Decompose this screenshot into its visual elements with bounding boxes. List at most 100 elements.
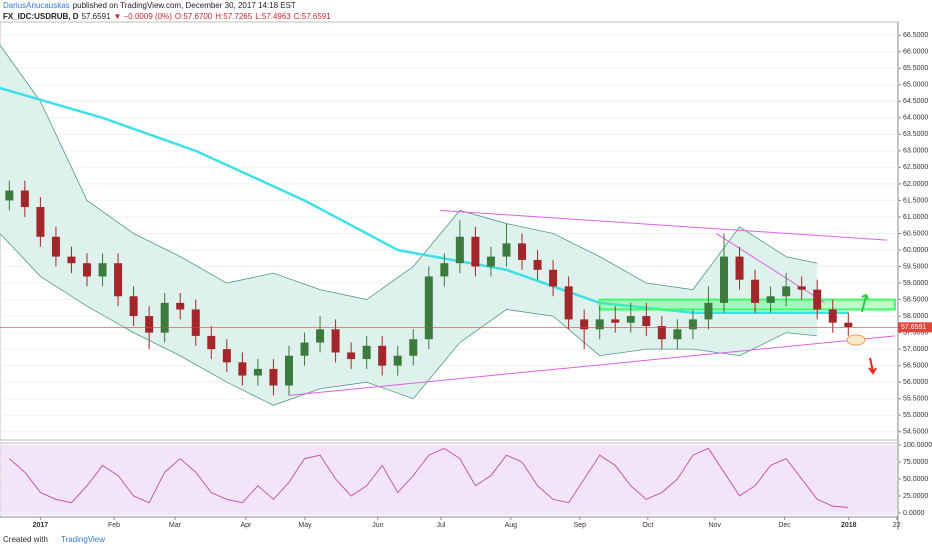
y-tick-label: 75.0000 (903, 459, 928, 466)
footer-created: Created with (3, 535, 48, 544)
symbol-line: FX_IDC:USDRUB, D 57.6591 ▼ −0.0009 (0%) O:5… (3, 12, 334, 21)
y-tick-label: 64.5000 (903, 98, 928, 105)
candle-body (67, 256, 76, 264)
candle-body (533, 259, 542, 270)
y-tick-label: 61.0000 (903, 214, 928, 221)
x-tick-label: Sep (574, 522, 587, 529)
candle-body (828, 309, 837, 323)
candle-body (564, 286, 573, 320)
y-tick-label: 57.5000 (903, 329, 928, 336)
band-lower (0, 233, 818, 406)
candle-body (207, 335, 216, 350)
candle-body (673, 329, 682, 340)
up-arrow (861, 293, 869, 313)
y-tick-label: 61.5000 (903, 197, 928, 204)
candle-body (300, 342, 309, 356)
candle-body (688, 319, 697, 330)
candle-body (145, 316, 154, 333)
low: L:57.4963 (255, 12, 291, 21)
close: C:57.6591 (293, 12, 331, 21)
candle-body (176, 302, 185, 310)
candle-body (471, 236, 480, 267)
author[interactable]: DariusAnucauskas (3, 1, 70, 10)
candle-body (486, 256, 495, 267)
candle-body (549, 269, 558, 287)
x-tick-label: Dec (778, 522, 791, 529)
y-tick-label: 59.5000 (903, 263, 928, 270)
ellipse (846, 334, 866, 346)
candle-body (20, 190, 29, 208)
trendline (715, 233, 826, 304)
x-tick-label: 22 (893, 522, 901, 529)
candle-body (222, 349, 231, 363)
candle-body (160, 302, 169, 333)
symbol: FX_IDC:USDRUB, D (3, 12, 79, 21)
candle-body (316, 329, 325, 343)
high: H:57.7265 (215, 12, 253, 21)
x-tick-label: Aug (505, 522, 518, 529)
y-tick-label: 60.0000 (903, 247, 928, 254)
y-tick-label: 56.5000 (903, 362, 928, 369)
candle-body (83, 263, 92, 277)
candle-body (595, 319, 604, 330)
open: O:57.6700 (174, 12, 213, 21)
candle-body (719, 256, 728, 303)
candle-body (347, 352, 356, 360)
y-tick-label: 65.5000 (903, 65, 928, 72)
y-tick-label: 60.5000 (903, 230, 928, 237)
y-tick-label: 50.0000 (903, 476, 928, 483)
x-tick-label: Jun (372, 522, 383, 529)
last-price: 57.6591 (81, 12, 111, 21)
candle-body (191, 309, 200, 336)
x-tick-label: Feb (108, 522, 120, 529)
footer-brand[interactable]: TradingView (61, 535, 105, 544)
y-tick-label: 58.0000 (903, 313, 928, 320)
zone (598, 298, 896, 311)
stoch-line (8, 447, 849, 508)
candle-body (626, 316, 635, 323)
candle-body (424, 276, 433, 340)
pane-fill (1, 445, 897, 515)
y-tick-label: 66.0000 (903, 49, 928, 56)
x-tick-label: May (298, 522, 312, 529)
x-tick-label: Apr (240, 522, 252, 529)
candle-body (797, 286, 806, 290)
y-tick-label: 63.5000 (903, 131, 928, 138)
y-tick-label: 62.5000 (903, 164, 928, 171)
candle-body (782, 286, 791, 297)
y-tick-label: 54.5000 (903, 429, 928, 436)
candle-body (502, 243, 511, 257)
candle-body (704, 302, 713, 320)
candle-body (657, 326, 666, 340)
y-tick-label: 55.5000 (903, 396, 928, 403)
candle-body (455, 236, 464, 264)
band-fill (0, 45, 818, 406)
header: DariusAnucauskas published on TradingView… (3, 1, 299, 10)
candle-body (642, 316, 651, 326)
candle-body (36, 207, 45, 237)
candle-body (393, 355, 402, 366)
change: ▼ −0.0009 (0%) (113, 12, 172, 21)
candle-body (440, 263, 449, 277)
x-tick-label: Oct (642, 522, 653, 529)
candle-body (518, 243, 527, 260)
candle-body (580, 319, 589, 330)
y-tick-label: 66.5000 (903, 32, 928, 39)
trendline (288, 335, 895, 396)
y-tick-label: 57.0000 (903, 346, 928, 353)
candle-body (751, 279, 760, 303)
published: published on TradingView.com, December 3… (72, 1, 296, 10)
y-tick-label: 65.0000 (903, 82, 928, 89)
y-tick-label: 62.0000 (903, 181, 928, 188)
candle-body (611, 319, 620, 323)
y-tick-label: 63.0000 (903, 148, 928, 155)
x-tick-label: Nov (709, 522, 722, 529)
candle-body (238, 362, 247, 376)
band-upper (0, 44, 818, 300)
y-tick-label: 56.0000 (903, 379, 928, 386)
drawings (846, 293, 877, 375)
candle-body (766, 296, 775, 303)
x-tick-label: 2018 (841, 522, 857, 529)
